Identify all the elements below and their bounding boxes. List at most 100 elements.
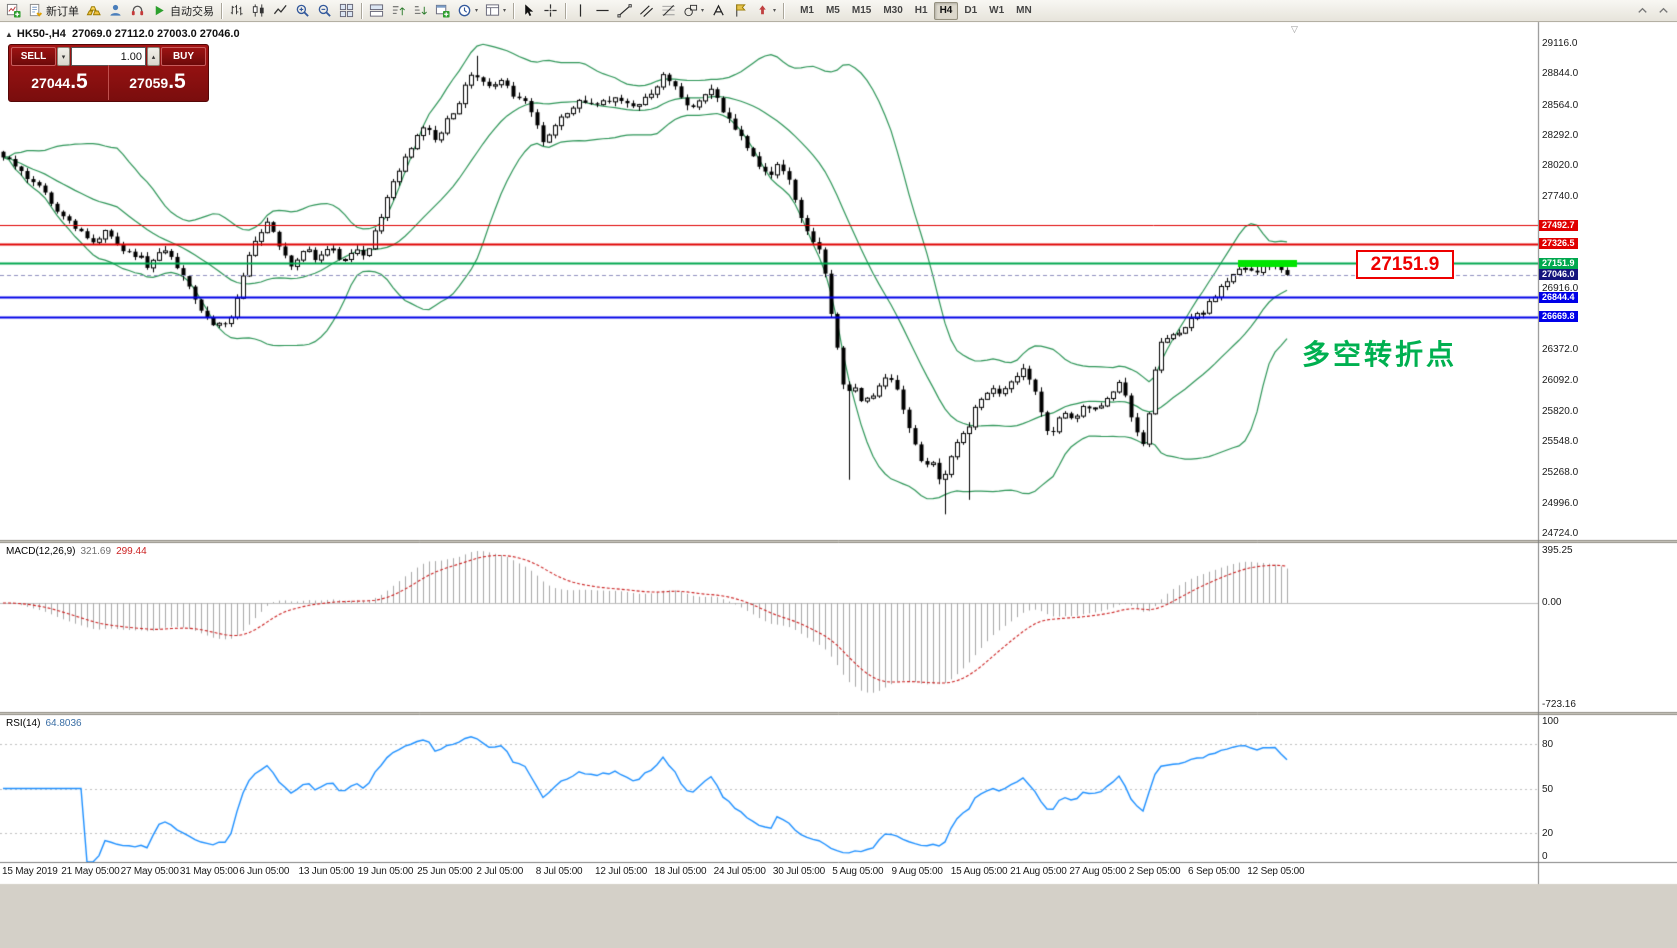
fibonacci-retracement-button[interactable]	[658, 1, 679, 20]
equidistant-channel-button[interactable]	[636, 1, 657, 20]
price-axis-label: 26092.0	[1542, 375, 1579, 387]
price-axis-label: 26372.0	[1542, 344, 1579, 356]
price-axis-label: 28020.0	[1542, 160, 1579, 172]
chart-shift-marker-icon[interactable]: ▽	[1291, 24, 1298, 34]
time-axis-label: 21 May 05:00	[61, 866, 120, 877]
price-axis-label: 28844.0	[1542, 68, 1579, 80]
ohlc-readout: 27069.0 27112.0 27003.0 27046.0	[71, 28, 240, 40]
time-axis-label: 27 Aug 05:00	[1069, 866, 1126, 877]
time-axis-label: 8 Jul 05:00	[535, 866, 583, 877]
time-axis-label: 31 May 05:00	[179, 866, 239, 877]
time-axis-label: 2 Sep 05:00	[1128, 866, 1181, 877]
shapes-button[interactable]: ▾	[680, 1, 707, 20]
timeframe-switcher: M1 M5 M15 M30 H1 H4 D1 W1 MN	[794, 1, 1038, 20]
timeframe-mn-button[interactable]: MN	[1010, 2, 1038, 20]
price-tag: 26669.8	[1539, 311, 1578, 323]
vertical-line-button[interactable]	[570, 1, 591, 20]
rsi-axis-label: 20	[1542, 827, 1554, 839]
time-axis-label: 2 Jul 05:00	[476, 866, 524, 877]
toolbar: 新订单 自动交易 ▾ ▾ ▾ ▾ M1 M5 M15 M30 H1 H4 D1 W1 MN	[0, 0, 1677, 22]
timeframe-m15-button[interactable]: M15	[846, 2, 877, 20]
community-button[interactable]	[105, 1, 126, 20]
time-axis-label: 27 May 05:00	[120, 866, 179, 877]
toolbar-separator	[565, 2, 567, 19]
cursor-button[interactable]	[518, 1, 539, 20]
line-chart-button[interactable]	[270, 1, 291, 20]
sort-descending-button[interactable]	[410, 1, 431, 20]
zoom-out-button[interactable]	[314, 1, 335, 20]
timeframe-m5-button[interactable]: M5	[820, 2, 846, 20]
timeframe-h4-button[interactable]: H4	[933, 1, 959, 20]
toolbar-separator	[513, 2, 515, 19]
candlestick-chart-button[interactable]	[248, 1, 269, 20]
chart-collapse-icon[interactable]: ▲	[5, 30, 13, 39]
price-tag: 27492.7	[1539, 219, 1578, 231]
volume-dropdown-icon[interactable]: ▾	[57, 47, 70, 66]
chart-title: ▲ HK50-,H4 27069.0 27112.0 27003.0 27046.…	[5, 28, 240, 40]
price-axis-label: 25820.0	[1542, 405, 1579, 417]
volume-input[interactable]	[71, 47, 146, 66]
time-axis-label: 18 Jul 05:00	[654, 866, 707, 877]
timeframe-w1-button[interactable]: W1	[983, 2, 1010, 20]
crosshair-button[interactable]	[540, 1, 561, 20]
arrow-objects-button[interactable]: ▾	[752, 1, 779, 20]
chevron-down-icon: ▾	[503, 8, 507, 14]
time-axis-label: 19 Jun 05:00	[357, 866, 414, 877]
support-button[interactable]	[127, 1, 148, 20]
chevron-down-icon: ▾	[701, 8, 705, 14]
price-axis-label: 27740.0	[1542, 191, 1579, 203]
zoom-in-button[interactable]	[292, 1, 313, 20]
buy-price[interactable]: 27059.5	[108, 65, 206, 100]
time-axis-label: 6 Sep 05:00	[1188, 866, 1240, 877]
time-axis-label: 15 Aug 05:00	[950, 866, 1008, 877]
price-annotation-box[interactable]: 27151.9	[1356, 250, 1454, 279]
bar-chart-button[interactable]	[226, 1, 247, 20]
price-axis-label: 24996.0	[1542, 497, 1579, 509]
time-axis-label: 15 May 2019	[2, 866, 58, 877]
periods-button[interactable]: ▾	[454, 1, 481, 20]
macd-axis-label: 395.25	[1542, 545, 1573, 556]
volume-up-icon[interactable]: ▴	[147, 47, 160, 66]
templates-button[interactable]: ▾	[482, 1, 509, 20]
algo-trading-label: 自动交易	[170, 5, 214, 18]
rsi-indicator-label: RSI(14) 64.8036	[6, 718, 82, 729]
horizontal-line-button[interactable]	[592, 1, 613, 20]
new-chart-button[interactable]	[3, 1, 24, 20]
toolbar-separator	[221, 2, 222, 19]
price-axis-label: 28564.0	[1542, 99, 1579, 111]
timeframe-m1-button[interactable]: M1	[794, 2, 820, 20]
time-axis-label: 5 Aug 05:00	[832, 866, 884, 877]
tile-windows-button[interactable]	[366, 1, 387, 20]
new-order-button[interactable]: 新订单	[25, 1, 82, 20]
chevron-down-icon: ▾	[475, 8, 479, 14]
auto-arrange-button[interactable]	[336, 1, 357, 20]
algo-trading-button[interactable]: 自动交易	[149, 1, 217, 20]
toolbar-collapse-right-button[interactable]	[1653, 1, 1674, 20]
sell-price[interactable]: 27044.5	[31, 70, 88, 93]
price-tag: 26844.4	[1539, 291, 1578, 303]
text-label-button[interactable]	[730, 1, 751, 20]
sell-button[interactable]: SELL	[11, 47, 56, 66]
toolbar-collapse-left-button[interactable]	[1632, 1, 1653, 20]
toolbar-separator	[783, 2, 785, 19]
timeframe-m30-button[interactable]: M30	[877, 2, 908, 20]
trendline-button[interactable]	[614, 1, 635, 20]
rsi-axis-label: 100	[1542, 716, 1559, 727]
timeframe-h1-button[interactable]: H1	[909, 2, 934, 20]
price-axis-label: 25268.0	[1542, 467, 1579, 479]
new-window-button[interactable]	[432, 1, 453, 20]
time-axis-label: 9 Aug 05:00	[891, 866, 943, 877]
sort-ascending-button[interactable]	[388, 1, 409, 20]
price-axis-label: 26916.0	[1542, 283, 1579, 295]
time-axis-label: 12 Sep 05:00	[1247, 866, 1305, 877]
price-tag: 27151.9	[1539, 257, 1578, 269]
text-button[interactable]	[708, 1, 729, 20]
market-button[interactable]	[83, 1, 104, 20]
timeframe-d1-button[interactable]: D1	[958, 2, 983, 20]
time-axis-label: 30 Jul 05:00	[772, 866, 825, 877]
turning-point-note[interactable]: 多空转折点	[1302, 339, 1458, 370]
price-axis-label: 28292.0	[1542, 129, 1579, 141]
price-tag: 27326.5	[1539, 238, 1578, 250]
buy-button[interactable]: BUY	[161, 47, 206, 66]
